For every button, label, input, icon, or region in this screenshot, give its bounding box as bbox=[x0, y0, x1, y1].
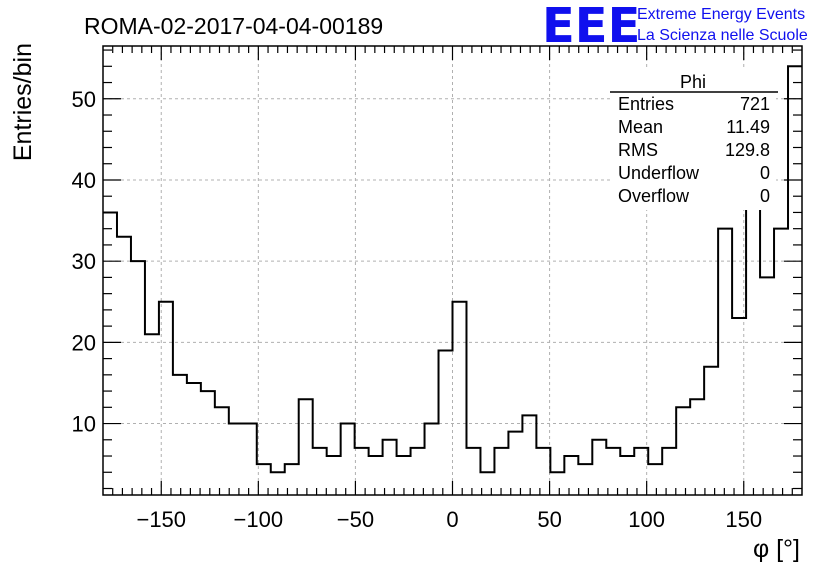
stats-rows: Entries 721 Mean 11.49 RMS 129.8 Underflow 0 Ove… bbox=[618, 94, 770, 206]
histogram-bin bbox=[299, 399, 313, 495]
histogram-bin bbox=[103, 212, 117, 495]
histogram-bin bbox=[341, 424, 355, 495]
y-tick-label: 30 bbox=[72, 249, 96, 274]
histogram-bin bbox=[453, 302, 467, 495]
histogram-bin bbox=[145, 334, 159, 495]
histogram-bin bbox=[788, 66, 802, 495]
stats-label: Underflow bbox=[618, 163, 700, 183]
stats-title: Phi bbox=[680, 72, 706, 92]
x-axis-title: φ [°] bbox=[753, 535, 800, 563]
histogram-bin bbox=[774, 229, 788, 495]
y-tick-label: 40 bbox=[72, 168, 96, 193]
histogram-bin bbox=[676, 407, 690, 495]
histogram-bin bbox=[662, 448, 676, 495]
histogram-bin bbox=[159, 302, 173, 495]
stats-label: Overflow bbox=[618, 186, 690, 206]
histogram-bin bbox=[732, 318, 746, 495]
eee-logo: EEE Extreme Energy Events La Scienza nel… bbox=[542, 0, 808, 54]
stats-box: Phi Entries 721 Mean 11.49 RMS 129.8 Underflow… bbox=[610, 70, 778, 210]
histogram-bin bbox=[690, 399, 704, 495]
x-tick-label: −50 bbox=[337, 507, 374, 532]
stats-value: 721 bbox=[740, 94, 770, 114]
stats-label: Entries bbox=[618, 94, 674, 114]
stats-value: 129.8 bbox=[725, 140, 770, 160]
histogram-bin bbox=[704, 367, 718, 495]
histogram-bin bbox=[327, 456, 341, 495]
histogram-outline bbox=[103, 65, 802, 474]
histogram-bin bbox=[718, 229, 732, 495]
histogram-bin bbox=[760, 277, 774, 495]
histogram-bin bbox=[369, 456, 383, 495]
histogram-bin bbox=[592, 440, 606, 495]
x-tick-label: −100 bbox=[234, 507, 284, 532]
histogram-bin bbox=[131, 261, 145, 495]
histogram-bin bbox=[173, 375, 187, 495]
histogram-bin bbox=[550, 472, 564, 495]
stats-value: 0 bbox=[760, 163, 770, 183]
x-tick-labels: −150 −100 −50 0 50 100 150 bbox=[136, 507, 762, 532]
y-tick-label: 10 bbox=[72, 412, 96, 437]
histogram-bin bbox=[564, 456, 578, 495]
x-tick-label: 50 bbox=[537, 507, 561, 532]
y-tick-label: 20 bbox=[72, 330, 96, 355]
histogram-bin bbox=[411, 448, 425, 495]
histogram-bin bbox=[439, 350, 453, 495]
y-axis-title: Entries/bin bbox=[9, 43, 37, 161]
y-tick-labels: 10 20 30 40 50 bbox=[72, 87, 96, 437]
histogram-bin bbox=[494, 448, 508, 495]
y-tick-label: 50 bbox=[72, 87, 96, 112]
histogram-bin bbox=[383, 440, 397, 495]
logo-line-1: Extreme Energy Events bbox=[637, 6, 805, 23]
x-tick-label: −150 bbox=[136, 507, 186, 532]
logo-line-2: La Scienza nelle Scuole bbox=[637, 27, 808, 44]
chart-title: ROMA-02-2017-04-04-00189 bbox=[84, 13, 383, 39]
histogram-bin bbox=[536, 448, 550, 495]
histogram-bin bbox=[117, 237, 131, 495]
histogram-bin bbox=[508, 432, 522, 495]
stats-value: 0 bbox=[760, 186, 770, 206]
histogram-bin bbox=[243, 424, 257, 495]
histogram-bin bbox=[466, 448, 480, 495]
x-tick-label: 0 bbox=[446, 507, 458, 532]
histogram-bin bbox=[480, 472, 494, 495]
stats-value: 11.49 bbox=[726, 117, 770, 137]
stats-label: RMS bbox=[618, 140, 658, 160]
axis-ticks bbox=[103, 46, 802, 495]
x-tick-label: 150 bbox=[725, 507, 762, 532]
histogram-bin bbox=[648, 464, 662, 495]
histogram-bin bbox=[606, 448, 620, 495]
histogram-bin bbox=[522, 415, 536, 495]
histogram-bars bbox=[103, 65, 802, 495]
histogram-bin bbox=[578, 464, 592, 495]
x-tick-label: 100 bbox=[628, 507, 665, 532]
histogram-bin bbox=[425, 424, 439, 495]
stats-label: Mean bbox=[618, 117, 663, 137]
histogram-bin bbox=[215, 407, 229, 495]
histogram-bin bbox=[201, 391, 215, 495]
logo-mark: EEE bbox=[542, 0, 640, 54]
histogram-bin bbox=[187, 383, 201, 495]
histogram-bin bbox=[229, 424, 243, 495]
histogram-bin bbox=[313, 448, 327, 495]
histogram-bin bbox=[355, 448, 369, 495]
